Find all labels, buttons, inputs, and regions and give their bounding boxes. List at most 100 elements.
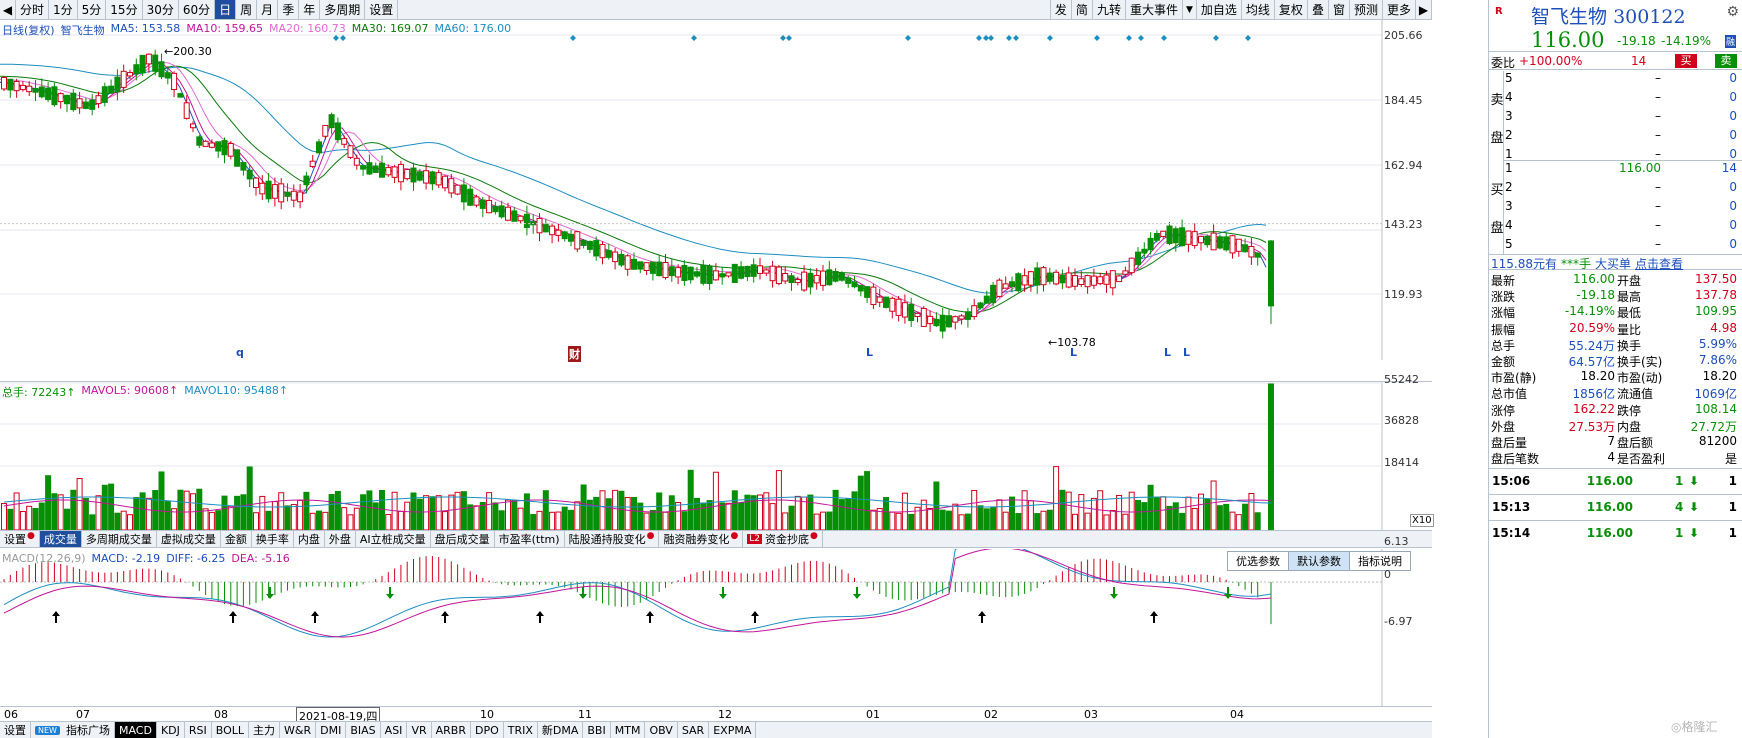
- period-tab-8[interactable]: 月: [257, 0, 279, 19]
- buy-button[interactable]: 买: [1675, 54, 1697, 68]
- indicator-tab-9[interactable]: 盘后成交量: [431, 531, 495, 547]
- event-marker[interactable]: 财: [568, 346, 581, 362]
- bottom-tab-9[interactable]: DMI: [316, 722, 347, 738]
- volume-bar: [38, 502, 45, 531]
- macd-param-button-2[interactable]: 指标说明: [1349, 551, 1411, 571]
- bottom-tab-21[interactable]: EXPMA: [709, 722, 757, 738]
- indicator-tab-0[interactable]: 设置 ●: [0, 531, 40, 547]
- period-tab-1[interactable]: 1分: [49, 0, 78, 19]
- period-tab-11[interactable]: 多周期: [320, 0, 366, 19]
- period-tab-2[interactable]: 5分: [78, 0, 107, 19]
- indicator-tab-13[interactable]: L2 资金抄底 ●: [743, 531, 823, 547]
- bottom-tab-11[interactable]: ASI: [381, 722, 408, 738]
- indicator-tab-3[interactable]: 虚拟成交量: [157, 531, 221, 547]
- indicator-tab-11[interactable]: 陆股通持股变化 ●: [565, 531, 660, 547]
- indicator-tab-4[interactable]: 金额: [221, 531, 252, 547]
- event-marker[interactable]: L: [1070, 346, 1078, 359]
- buy-level-1[interactable]: 1 116.00 14: [1489, 161, 1742, 180]
- indicator-tab-7[interactable]: 外盘: [325, 531, 356, 547]
- volume-bar: [284, 505, 291, 531]
- bottom-tab-5[interactable]: RSI: [185, 722, 212, 738]
- indicator-tab-10[interactable]: 市盈率(ttm): [495, 531, 565, 547]
- bottom-tab-6[interactable]: BOLL: [212, 722, 250, 738]
- toolbar-button-8[interactable]: 窗: [1329, 0, 1350, 19]
- volume-bar: [1009, 496, 1015, 531]
- macd-param-button-0[interactable]: 优选参数: [1227, 551, 1289, 571]
- buy-level-5[interactable]: 5 – 0: [1489, 237, 1742, 256]
- bottom-tab-0[interactable]: 设置: [0, 722, 31, 738]
- scroll-right-button[interactable]: ▶: [1416, 0, 1432, 19]
- bottom-tab-4[interactable]: KDJ: [157, 722, 185, 738]
- bottom-tab-13[interactable]: ARBR: [432, 722, 471, 738]
- buy-level-2[interactable]: 2 – 0: [1489, 180, 1742, 199]
- indicator-tab-6[interactable]: 内盘: [294, 531, 325, 547]
- bottom-tab-14[interactable]: DPO: [471, 722, 504, 738]
- toolbar-button-1[interactable]: 简: [1072, 0, 1093, 19]
- toolbar-button-6[interactable]: 复权: [1275, 0, 1308, 19]
- toolbar-button-2[interactable]: 九转: [1093, 0, 1126, 19]
- scroll-left-button[interactable]: ◀: [0, 0, 16, 19]
- sell-level-1[interactable]: 1 – 0: [1489, 147, 1742, 166]
- period-tab-5[interactable]: 60分: [179, 0, 216, 19]
- sell-level-4[interactable]: 4 – 0: [1489, 90, 1742, 109]
- event-marker[interactable]: L: [1164, 346, 1172, 359]
- date-tick: 11: [578, 708, 592, 721]
- toolbar-button-3[interactable]: 重大事件: [1126, 0, 1183, 19]
- period-tab-4[interactable]: 30分: [143, 0, 179, 19]
- sell-level-3[interactable]: 3 – 0: [1489, 109, 1742, 128]
- toolbar-button-7[interactable]: 叠: [1308, 0, 1329, 19]
- toolbar-button-9[interactable]: 预测: [1350, 0, 1383, 19]
- bottom-tab-10[interactable]: BIAS: [346, 722, 381, 738]
- period-tab-0[interactable]: 分时: [16, 0, 50, 19]
- candle-body: [675, 267, 682, 278]
- candle-body: [271, 184, 278, 199]
- period-tab-9[interactable]: 季: [278, 0, 300, 19]
- toolbar-button-5[interactable]: 均线: [1242, 0, 1275, 19]
- buy-level-4[interactable]: 4 – 0: [1489, 218, 1742, 237]
- bottom-tab-7[interactable]: 主力: [249, 722, 281, 738]
- event-marker[interactable]: q: [236, 346, 244, 359]
- bottom-tab-19[interactable]: OBV: [645, 722, 678, 738]
- cursor-date: 2021-08-19,四: [296, 707, 381, 725]
- volume-bar: [1216, 505, 1223, 531]
- period-tab-3[interactable]: 15分: [106, 0, 143, 19]
- volume-chart[interactable]: 总手: 72243↑ MAVOL5: 90608↑ MAVOL10: 95488↑ …: [0, 373, 1434, 531]
- period-tab-10[interactable]: 年: [299, 0, 321, 19]
- period-tab-12[interactable]: 设置: [365, 0, 399, 19]
- toolbar-button-10[interactable]: 更多: [1383, 0, 1416, 19]
- toolbar-button-0[interactable]: 发: [1051, 0, 1072, 19]
- indicator-tab-2[interactable]: 多周期成交量: [82, 531, 157, 547]
- bottom-tab-17[interactable]: BBI: [583, 722, 611, 738]
- macd-param-button-1[interactable]: 默认参数: [1288, 551, 1350, 571]
- toolbar-button-4[interactable]: 加自选: [1197, 0, 1242, 19]
- weibi-label: 委比: [1491, 56, 1516, 70]
- gear-icon[interactable]: ⚙: [1726, 4, 1739, 20]
- bottom-tab-8[interactable]: W&R: [280, 722, 317, 738]
- big-order-banner[interactable]: 115.88元有 ***手 大买单 点击查看: [1489, 254, 1742, 271]
- sell-level-5[interactable]: 5 – 0: [1489, 71, 1742, 90]
- sell-level-2[interactable]: 2 – 0: [1489, 128, 1742, 147]
- period-tab-6[interactable]: 日: [215, 0, 237, 19]
- bottom-tab-18[interactable]: MTM: [611, 722, 646, 738]
- event-marker[interactable]: L: [866, 346, 874, 359]
- bottom-tab-3[interactable]: MACD: [114, 722, 157, 738]
- big-order-part-3[interactable]: 点击查看: [1635, 257, 1684, 271]
- candlestick-chart[interactable]: 日线(复权) 智飞生物 MA5: 153.58 MA10: 159.65 MA20: 1…: [0, 20, 1432, 380]
- event-marker[interactable]: L: [1183, 346, 1191, 359]
- period-tab-7[interactable]: 周: [236, 0, 258, 19]
- bottom-tab-15[interactable]: TRIX: [504, 722, 538, 738]
- macd-chart[interactable]: MACD(12,26,9) MACD: -2.19 DIFF: -6.25 DEA: …: [0, 535, 1432, 706]
- buy-level-3[interactable]: 3 – 0: [1489, 199, 1742, 218]
- indicator-tab-1[interactable]: 成交量: [39, 531, 82, 547]
- indicator-tab-12[interactable]: 融资融券变化 ●: [659, 531, 744, 547]
- indicator-tab-8[interactable]: AI立桩成交量: [356, 531, 431, 547]
- candle-body: [889, 297, 896, 312]
- bottom-tab-16[interactable]: 新DMA: [538, 722, 584, 738]
- bottom-tab-2[interactable]: 指标广场: [62, 722, 115, 738]
- events-dropdown-icon[interactable]: ▼: [1183, 0, 1197, 19]
- stat-row: 金额 64.57亿 换手(实) 7.86%: [1489, 353, 1742, 369]
- indicator-tab-5[interactable]: 换手率: [252, 531, 294, 547]
- sell-button[interactable]: 卖: [1715, 54, 1737, 68]
- bottom-tab-12[interactable]: VR: [407, 722, 432, 738]
- bottom-tab-20[interactable]: SAR: [678, 722, 710, 738]
